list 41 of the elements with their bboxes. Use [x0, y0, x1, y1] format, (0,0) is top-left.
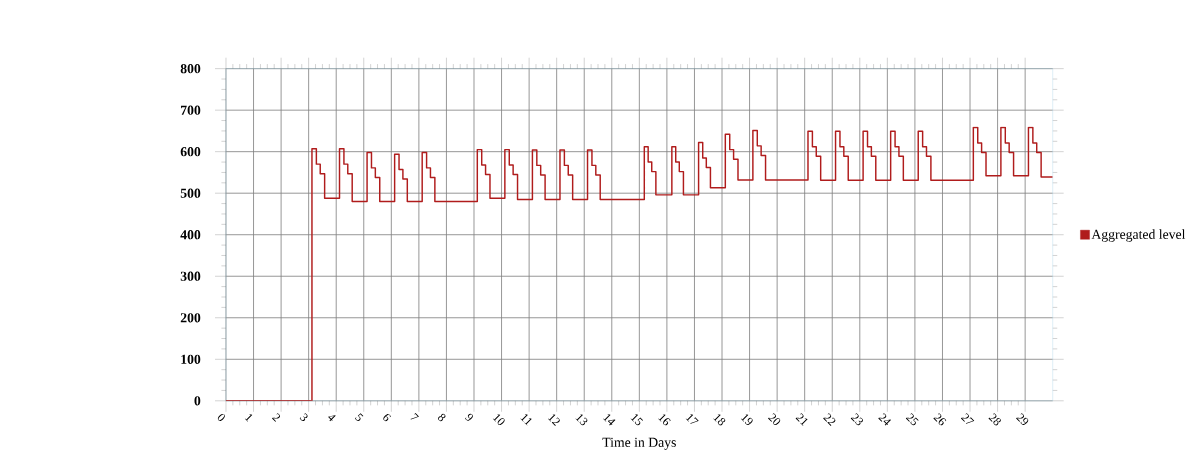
x-tick-label: 13	[575, 414, 588, 426]
x-tick-label: 18	[713, 414, 726, 426]
x-tick-label: 27	[960, 413, 975, 424]
x-tick-label: 5	[355, 413, 364, 422]
x-tick-label: 14	[603, 414, 616, 426]
x-tick-label: 6	[383, 414, 391, 422]
x-tick-label: 8	[438, 413, 446, 422]
x-tick-label: 12	[547, 414, 560, 427]
x-tick-label: 2	[272, 413, 281, 422]
x-tick-label: 26	[933, 413, 947, 426]
y-tick-label: 300	[180, 271, 201, 281]
x-tick-label: 25	[905, 413, 919, 426]
x-tick-label: 3	[299, 413, 308, 422]
x-tick-label: 20	[768, 413, 781, 426]
x-tick-label: 0	[217, 413, 225, 421]
x-tick-label: 10	[492, 414, 505, 426]
x-tick-label: 1	[244, 414, 253, 422]
x-tick-label: 23	[850, 413, 863, 426]
x-tick-label: 16	[658, 414, 671, 426]
y-tick-label: 0	[194, 396, 201, 406]
x-tick-label: 29	[1016, 413, 1029, 425]
y-tick-label: 700	[181, 105, 201, 115]
x-tick-label: 22	[823, 413, 836, 427]
y-tick-label: 800	[180, 64, 201, 74]
y-tick-label: 200	[180, 313, 201, 323]
x-tick-label: 4	[328, 415, 336, 422]
x-tick-label: 11	[520, 414, 532, 426]
x-tick-label: 21	[795, 413, 808, 427]
x-tick-label: 9	[465, 413, 473, 421]
y-tick-label: 100	[181, 354, 201, 364]
legend-label: Aggregated level	[1091, 229, 1186, 242]
y-tick-label: 600	[180, 147, 201, 157]
x-axis-title: Time in Days	[602, 437, 676, 450]
y-tick-label: 400	[180, 230, 201, 240]
x-tick-label: 24	[878, 413, 891, 426]
y-tick-label: 500	[180, 188, 201, 198]
x-tick-label: 28	[988, 413, 1001, 426]
x-tick-label: 7	[410, 413, 419, 420]
x-tick-label: 15	[630, 414, 644, 426]
x-tick-label: 17	[685, 414, 699, 424]
x-tick-label: 19	[740, 414, 753, 425]
